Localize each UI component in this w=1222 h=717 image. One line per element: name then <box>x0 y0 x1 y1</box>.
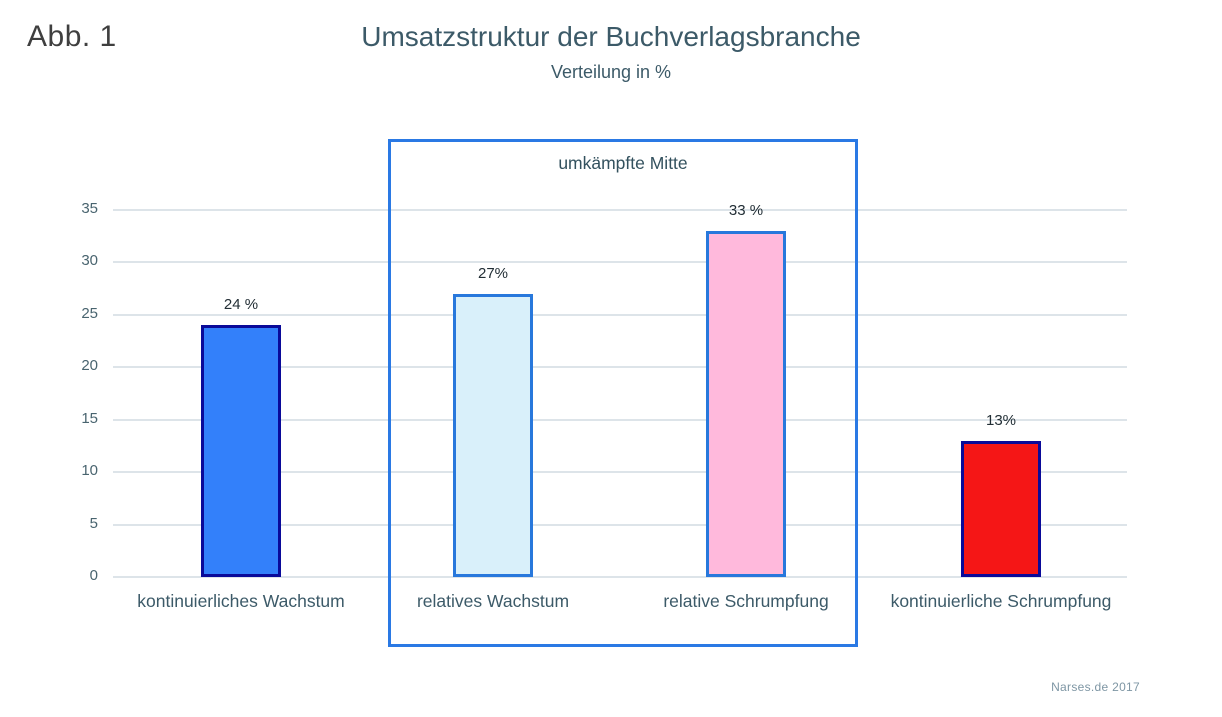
bar-2 <box>453 293 533 577</box>
y-axis-tick-10: 10 <box>81 462 98 480</box>
bar-1 <box>201 325 281 577</box>
gridline-y15 <box>113 418 1127 421</box>
bar-2-value-label: 27% <box>477 264 509 282</box>
gridline-y0 <box>113 576 1127 578</box>
chart-subtitle: Verteilung in % <box>550 62 672 82</box>
gridline-y10 <box>113 471 1127 474</box>
bar-4-value-label: 13% <box>985 411 1017 429</box>
gridline-y20 <box>113 366 1127 369</box>
y-axis-tick-20: 20 <box>81 357 98 375</box>
figure-label: Abb. 1 <box>27 20 117 53</box>
source-credit: Narses.de 2017 <box>1051 680 1140 694</box>
gridline-y30 <box>113 261 1127 264</box>
gridline-y5 <box>113 523 1127 526</box>
category-label-3: relative Schrumpfung <box>663 591 829 611</box>
bar-3-value-label: 33 % <box>728 201 764 219</box>
y-axis-tick-5: 5 <box>89 514 98 532</box>
chart-title: Umsatzstruktur der Buchverlagsbranche <box>361 21 861 52</box>
y-axis-tick-35: 35 <box>81 200 98 217</box>
y-axis-tick-25: 25 <box>81 304 98 322</box>
gridline-y35 <box>113 209 1127 211</box>
bar-3 <box>706 230 786 577</box>
y-axis-tick-30: 30 <box>81 252 98 270</box>
bar-4 <box>961 440 1041 577</box>
y-axis-tick-15: 15 <box>81 409 98 427</box>
category-label-2: relatives Wachstum <box>416 591 570 611</box>
category-label-4: kontinuierliche Schrumpfung <box>890 591 1112 611</box>
bar-1-value-label: 24 % <box>223 296 259 314</box>
gridline-y25 <box>113 313 1127 316</box>
category-label-1: kontinuierliches Wachstum <box>137 591 345 611</box>
y-axis-tick-0: 0 <box>89 567 98 584</box>
